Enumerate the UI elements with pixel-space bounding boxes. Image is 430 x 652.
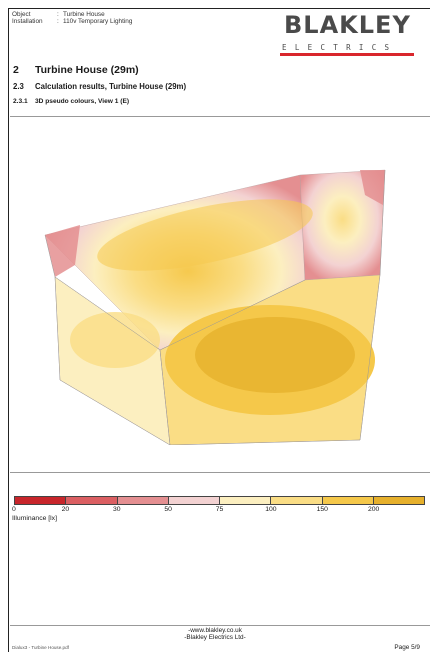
heading-divider xyxy=(10,116,430,117)
footer-divider xyxy=(10,625,430,626)
left-wall-zone xyxy=(70,312,160,368)
section-heading: 2 Turbine House (29m) xyxy=(13,64,139,76)
object-separator: : xyxy=(57,11,59,18)
corner-patch-left xyxy=(45,225,80,277)
legend-ticks: 0 20 30 50 75 100 150 200 xyxy=(12,506,425,516)
legend-swatch xyxy=(220,497,272,504)
page-border-top xyxy=(8,8,430,9)
page-number: Page 5/9 xyxy=(394,644,420,651)
legend-tick-label: 100 xyxy=(265,506,277,513)
back-wall-hotspot xyxy=(97,199,313,271)
legend-swatch xyxy=(15,497,67,504)
subsubsection-heading: 2.3.1 3D pseudo colours, View 1 (E) xyxy=(13,98,129,105)
room-edge-top-left xyxy=(54,276,161,351)
page-border-left xyxy=(8,8,9,652)
document-meta: Object : Turbine House Installation : 11… xyxy=(12,11,132,26)
subsubsection-title: 3D pseudo colours, View 1 (E) xyxy=(35,98,130,105)
installation-value: 110v Temporary Lighting xyxy=(63,18,133,26)
legend-swatch xyxy=(117,497,169,504)
room-edge-front xyxy=(159,349,171,445)
render-divider xyxy=(10,472,430,473)
subsubsection-number: 2.3.1 xyxy=(13,98,28,105)
legend-tick-label: 20 xyxy=(61,506,70,513)
legend-tick-label: 150 xyxy=(316,506,328,513)
subsection-title: Calculation results, Turbine House (29m) xyxy=(35,82,187,91)
footer: -www.blakley.co.uk -Blakley Electrics Lt… xyxy=(0,627,430,642)
legend-swatch xyxy=(322,497,374,504)
legend-unit-label: Illuminance [lx] xyxy=(12,515,57,522)
logo-underline xyxy=(280,53,414,56)
footer-filename: Dialux3 - Turbine House.pdf xyxy=(12,645,69,650)
logo-subtitle: ELECTRICS xyxy=(282,43,398,52)
object-label: Object xyxy=(12,11,31,18)
legend-swatch xyxy=(373,497,424,504)
object-value: Turbine House xyxy=(63,11,105,18)
installation-separator: : xyxy=(57,18,59,26)
corner-patch-right xyxy=(360,170,385,205)
legend-swatch xyxy=(168,497,220,504)
section-number: 2 xyxy=(13,64,19,76)
logo-wordmark: BLAKLEY xyxy=(284,11,411,39)
pseudo-colour-render xyxy=(44,169,386,445)
company-logo: BLAKLEY ELECTRICS xyxy=(278,11,418,56)
legend-tick-label: 0 xyxy=(12,506,16,513)
floor-brightest-zone xyxy=(195,317,355,393)
installation-label: Installation xyxy=(12,18,43,26)
footer-company: -Blakley Electrics Ltd- xyxy=(184,634,246,642)
illuminance-legend xyxy=(14,496,425,505)
legend-tick-label: 50 xyxy=(164,506,172,513)
legend-tick-label: 30 xyxy=(112,506,121,513)
legend-swatch xyxy=(66,497,118,504)
footer-website: -www.blakley.co.uk xyxy=(188,627,242,634)
legend-tick-label: 200 xyxy=(367,506,380,513)
subsection-heading: 2.3 Calculation results, Turbine House (2… xyxy=(13,82,186,91)
section-title: Turbine House (29m) xyxy=(35,64,139,76)
legend-tick-label: 75 xyxy=(215,506,224,513)
legend-swatch xyxy=(271,497,323,504)
room-edge-top-back xyxy=(159,279,306,351)
subsection-number: 2.3 xyxy=(13,82,24,91)
